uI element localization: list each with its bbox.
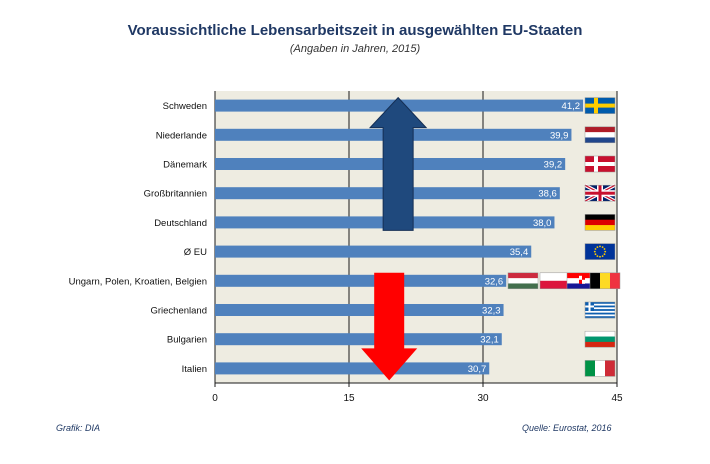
bar <box>215 304 504 316</box>
greece-flag-icon <box>584 301 616 319</box>
category-label: Italien <box>182 364 207 375</box>
category-label: Großbritannien <box>144 189 207 200</box>
value-label: 30,7 <box>468 364 487 375</box>
value-label: 39,9 <box>550 130 569 141</box>
european-union-flag-icon <box>584 243 616 260</box>
belgium-flag-icon <box>589 272 621 290</box>
bar <box>215 333 502 346</box>
category-label: Deutschland <box>154 218 207 229</box>
value-label: 39,2 <box>544 160 563 171</box>
arrow-up-icon <box>368 96 428 231</box>
italy-flag-icon <box>584 360 616 377</box>
bar <box>215 245 532 258</box>
value-label: 41,2 <box>562 101 581 112</box>
category-label: Griechenland <box>150 306 207 317</box>
hungary-flag-icon <box>507 272 539 290</box>
netherlands-flag-icon <box>584 126 616 144</box>
category-label: Ø EU <box>184 247 207 258</box>
category-label: Bulgarien <box>167 335 207 346</box>
arrow-down-icon <box>361 272 418 381</box>
denmark-flag-icon <box>584 155 616 173</box>
value-label: 32,1 <box>480 335 499 346</box>
x-tick-label: 0 <box>212 393 218 404</box>
category-label: Niederlande <box>156 130 207 141</box>
x-tick-label: 15 <box>343 393 355 404</box>
value-label: 35,4 <box>510 247 529 258</box>
category-label: Ungarn, Polen, Kroatien, Belgien <box>69 276 207 287</box>
source-text: Quelle: Eurostat, 2016 <box>522 423 612 433</box>
chart-subtitle: (Angaben in Jahren, 2015) <box>289 43 421 55</box>
category-label: Schweden <box>163 101 207 112</box>
category-label: Dänemark <box>163 160 207 171</box>
x-tick-label: 30 <box>477 393 489 404</box>
credit-text: Grafik: DIA <box>56 423 101 433</box>
value-label: 32,3 <box>482 306 501 317</box>
germany-flag-icon <box>584 214 616 231</box>
chart-title: Voraussichtliche Lebensarbeitszeit in au… <box>127 22 583 39</box>
united-kingdom-flag-icon <box>584 183 616 203</box>
poland-flag-icon <box>539 272 571 290</box>
bulgaria-flag-icon <box>584 330 616 348</box>
sweden-flag-icon <box>584 97 616 114</box>
x-tick-label: 45 <box>611 393 623 404</box>
value-label: 38,6 <box>538 189 557 200</box>
bar <box>215 274 507 287</box>
bar <box>215 362 490 375</box>
value-label: 32,6 <box>485 276 504 287</box>
value-label: 38,0 <box>533 218 552 229</box>
